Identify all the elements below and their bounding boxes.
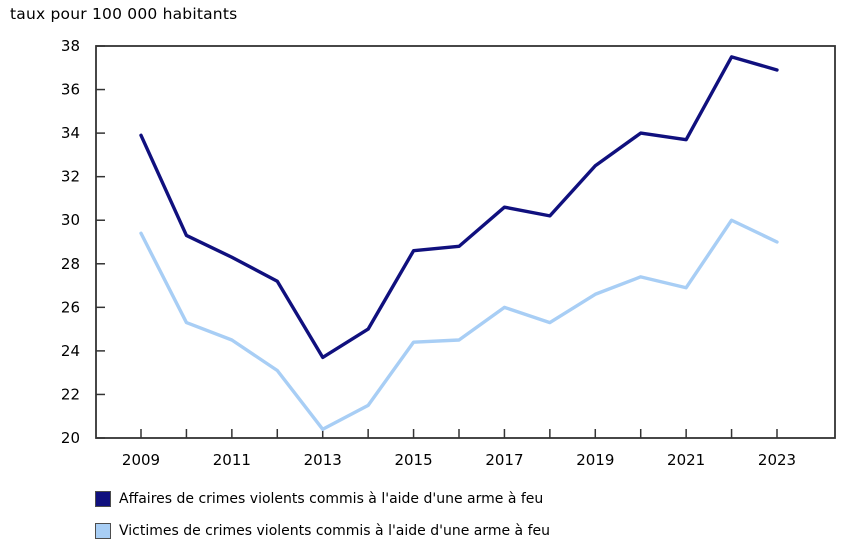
y-tick-label: 38 xyxy=(61,37,80,55)
y-tick-label: 28 xyxy=(61,255,80,273)
y-tick-label: 24 xyxy=(61,342,80,360)
legend-item-victimes: Victimes de crimes violents commis à l'a… xyxy=(95,523,550,539)
y-tick-label: 32 xyxy=(61,168,80,186)
legend-label-victimes: Victimes de crimes violents commis à l'a… xyxy=(119,523,551,539)
series-line-victimes xyxy=(139,218,779,431)
x-tick-label: 2013 xyxy=(304,451,342,469)
y-tick-label: 34 xyxy=(61,124,80,142)
y-tick-label: 36 xyxy=(61,81,80,99)
x-tick-label: 2017 xyxy=(485,451,523,469)
legend-swatch-affaires xyxy=(95,491,111,507)
x-tick-label: 2009 xyxy=(122,451,160,469)
plot-frame xyxy=(95,45,836,439)
series-line-affaires xyxy=(139,55,779,360)
y-tick-label: 26 xyxy=(61,298,80,316)
legend-swatch-victimes xyxy=(95,523,111,539)
legend-item-affaires: Affaires de crimes violents commis à l'a… xyxy=(95,491,550,507)
y-tick-label: 30 xyxy=(61,211,80,229)
y-tick-label: 22 xyxy=(61,385,80,403)
line-chart: 20 22 24 26 28 30 32 34 36 38 2009 2011 2013 2015 2017… xyxy=(61,37,836,469)
chart-title: taux pour 100 000 habitants xyxy=(10,5,238,23)
x-tick-label: 2019 xyxy=(576,451,614,469)
x-tick-label: 2023 xyxy=(758,451,796,469)
y-tick-label: 20 xyxy=(61,429,80,447)
x-tick-label: 2011 xyxy=(213,451,251,469)
legend: Affaires de crimes violents commis à l'a… xyxy=(95,491,550,554)
x-tick-label: 2021 xyxy=(667,451,705,469)
x-tick-label: 2015 xyxy=(394,451,432,469)
legend-label-affaires: Affaires de crimes violents commis à l'a… xyxy=(119,491,544,507)
